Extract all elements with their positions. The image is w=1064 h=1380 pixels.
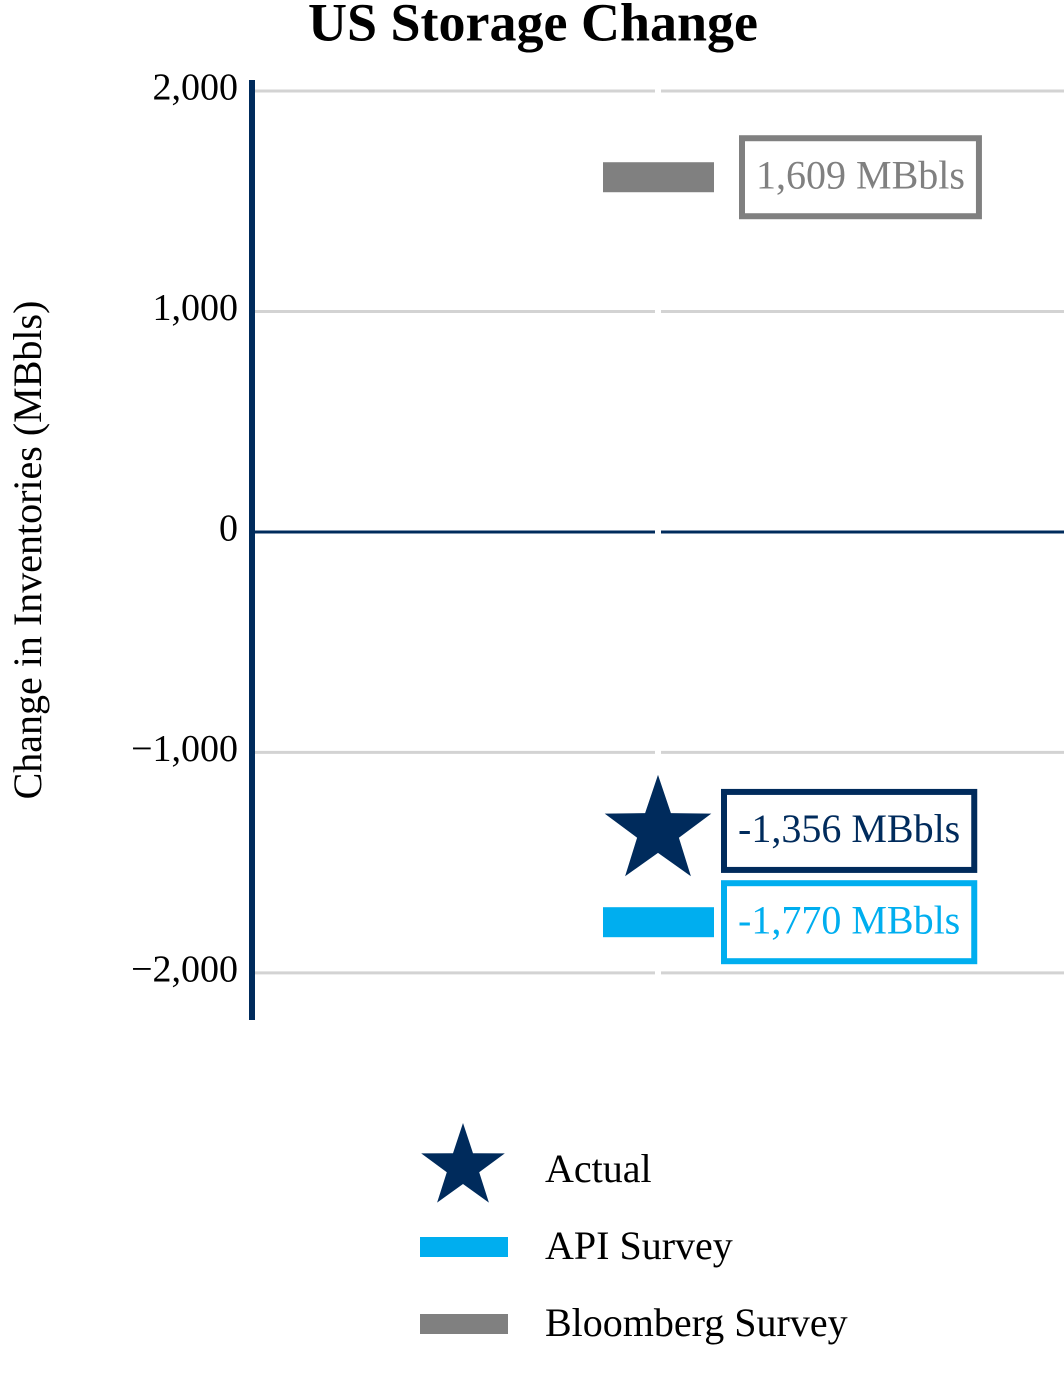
value-label-box (721, 788, 978, 873)
survey-marker (603, 907, 714, 938)
legend-marker (421, 1123, 505, 1203)
value-label: 1,609 MBbls (756, 152, 965, 197)
survey-marker (603, 162, 714, 193)
y-tick-label: 0 (219, 508, 238, 550)
actual-marker (604, 774, 712, 877)
chart-title: US Storage Change (308, 0, 758, 52)
legend-label: Actual (545, 1146, 652, 1191)
y-tick-label: −1,000 (131, 728, 238, 770)
legend-label: Bloomberg Survey (545, 1300, 848, 1345)
y-tick-label: −2,000 (131, 949, 238, 991)
value-label-box (721, 880, 978, 965)
value-label-box (739, 135, 982, 220)
y-tick-label: 1,000 (153, 287, 239, 329)
y-tick-label: 2,000 (153, 67, 239, 109)
legend-marker (420, 1314, 508, 1334)
value-label: -1,356 MBbls (738, 806, 960, 851)
y-axis-label: Change in Inventories (MBbls) (5, 301, 50, 800)
legend-marker (420, 1237, 508, 1257)
value-label: -1,770 MBbls (738, 897, 960, 942)
legend-label: API Survey (545, 1223, 733, 1268)
